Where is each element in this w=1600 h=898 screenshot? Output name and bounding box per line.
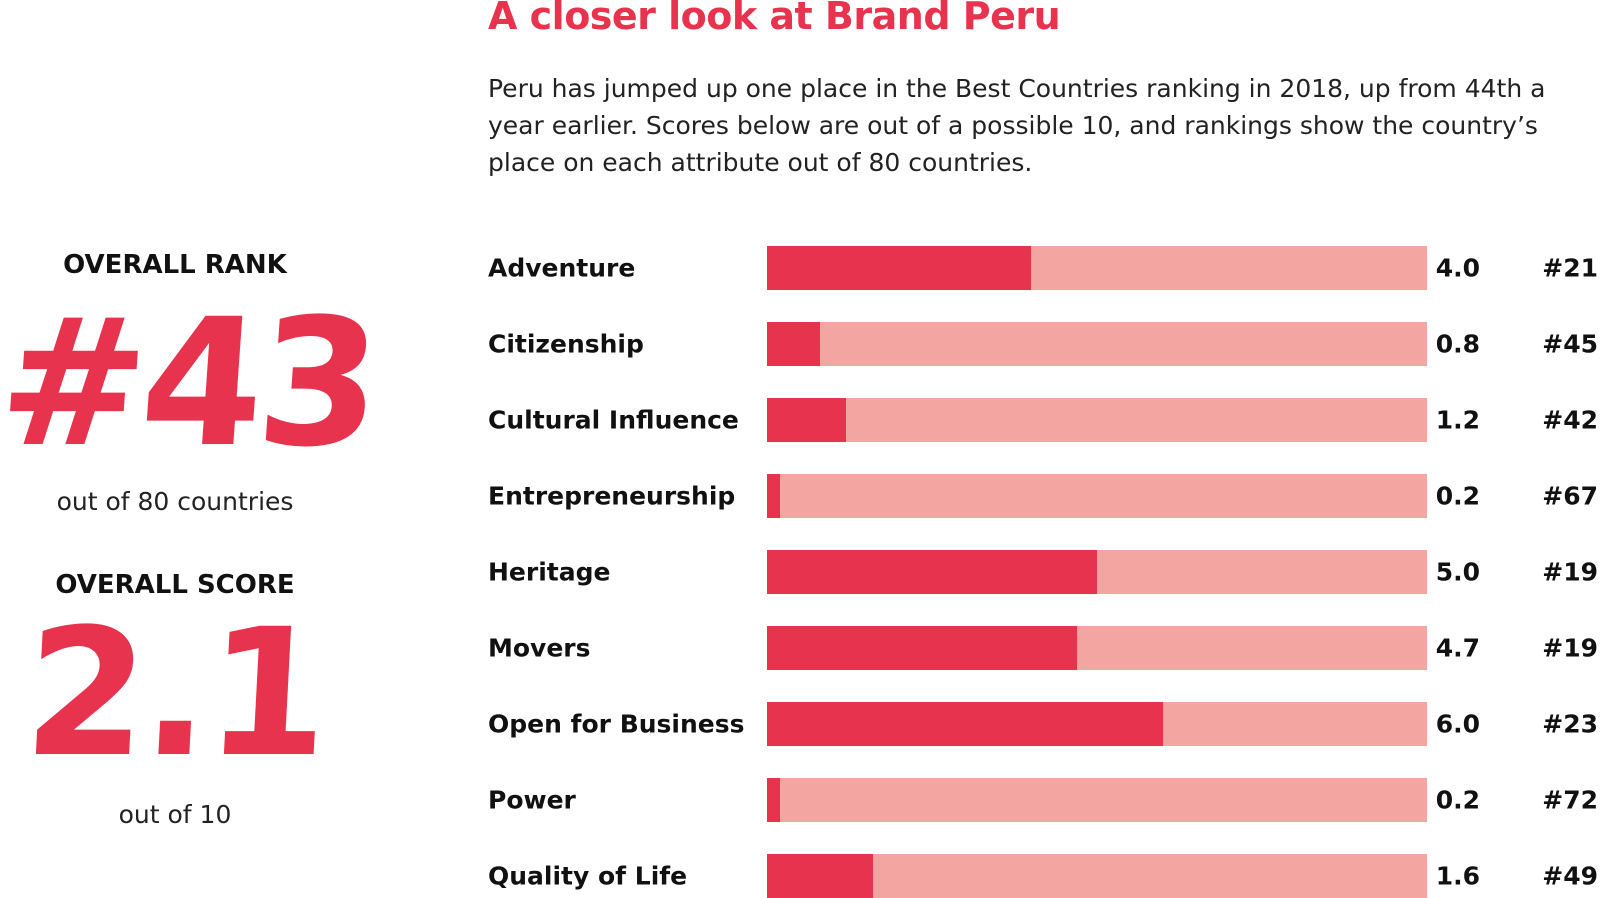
intro-paragraph: Peru has jumped up one place in the Best… bbox=[488, 74, 1546, 177]
overall-score-subtitle: out of 10 bbox=[118, 800, 232, 829]
bar-score-label: 0.2 bbox=[1435, 481, 1480, 511]
overall-rank-value: #43 bbox=[0, 281, 382, 486]
bar-score-label: 0.2 bbox=[1435, 785, 1480, 815]
bar-track bbox=[767, 626, 1427, 670]
bar bbox=[767, 778, 781, 822]
bar-label: Quality of Life bbox=[488, 861, 688, 891]
overall-rank-label: OVERALL RANK bbox=[63, 250, 287, 280]
overall-score-value: 2.1 bbox=[19, 591, 331, 796]
overall-rank-subtitle: out of 80 countries bbox=[56, 487, 294, 516]
bar bbox=[767, 626, 1078, 670]
bar-label: Open for Business bbox=[488, 709, 745, 739]
bar-label: Adventure bbox=[488, 253, 636, 283]
bar-label: Power bbox=[488, 785, 576, 815]
bar-rank-label: #21 bbox=[1542, 253, 1598, 283]
bar-label: Cultural Influence bbox=[488, 405, 739, 435]
bar-rank-label: #19 bbox=[1542, 557, 1598, 587]
bar-track bbox=[767, 702, 1427, 746]
bar-track bbox=[767, 550, 1427, 594]
bar-rank-label: #72 bbox=[1542, 785, 1598, 815]
bar-track bbox=[767, 778, 1427, 822]
bar-label: Entrepreneurship bbox=[488, 481, 736, 511]
bar bbox=[767, 550, 1097, 594]
bar-track bbox=[767, 854, 1427, 898]
bar bbox=[767, 398, 847, 442]
bar-track bbox=[767, 246, 1427, 290]
bar-score-label: 6.0 bbox=[1435, 709, 1480, 739]
bar-score-label: 4.0 bbox=[1435, 253, 1480, 283]
bar-track bbox=[767, 474, 1427, 518]
bar bbox=[767, 854, 873, 898]
bar-rank-label: #67 bbox=[1542, 481, 1598, 511]
bar-track bbox=[767, 398, 1427, 442]
bar bbox=[767, 322, 820, 366]
bar-score-label: 1.2 bbox=[1435, 405, 1480, 435]
bar-label: Movers bbox=[488, 633, 591, 663]
bar-score-label: 1.6 bbox=[1435, 861, 1480, 891]
bar-rank-label: #23 bbox=[1542, 709, 1598, 739]
bar-label: Citizenship bbox=[488, 329, 644, 359]
bar-rank-label: #45 bbox=[1542, 329, 1598, 359]
page-title: A closer look at Brand Peru bbox=[488, 0, 1061, 38]
bar-score-label: 0.8 bbox=[1435, 329, 1480, 359]
bar bbox=[767, 246, 1031, 290]
bar bbox=[767, 474, 781, 518]
bar-score-label: 5.0 bbox=[1435, 557, 1480, 587]
bar-rank-label: #42 bbox=[1542, 405, 1598, 435]
bar-label: Heritage bbox=[488, 557, 611, 587]
bar-rank-label: #49 bbox=[1542, 861, 1598, 891]
bar-rank-label: #19 bbox=[1542, 633, 1598, 663]
overall-score-label: OVERALL SCORE bbox=[55, 570, 295, 600]
bar bbox=[767, 702, 1163, 746]
bar-score-label: 4.7 bbox=[1435, 633, 1480, 663]
bar-track bbox=[767, 322, 1427, 366]
